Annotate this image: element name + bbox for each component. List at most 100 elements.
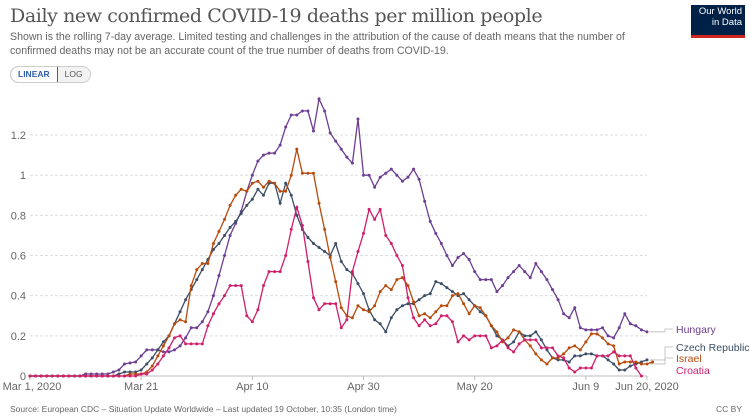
- label-connector: [650, 346, 673, 361]
- data-point: [328, 131, 332, 135]
- data-point: [584, 366, 588, 370]
- data-point: [495, 330, 499, 334]
- data-point: [539, 346, 543, 350]
- data-point: [334, 302, 338, 306]
- data-point: [350, 316, 354, 320]
- data-point: [500, 338, 504, 342]
- data-point: [634, 366, 638, 370]
- data-point: [412, 316, 416, 320]
- data-point: [128, 374, 132, 378]
- data-point: [89, 374, 93, 378]
- data-point: [467, 298, 471, 302]
- data-point: [384, 171, 388, 175]
- data-point: [245, 203, 249, 207]
- source-note: Source: European CDC – Situation Update …: [10, 404, 397, 414]
- data-point: [428, 324, 432, 328]
- data-point: [184, 342, 188, 346]
- data-point: [495, 290, 499, 294]
- data-point: [289, 173, 293, 177]
- data-point: [289, 193, 293, 197]
- data-point: [484, 278, 488, 282]
- data-point: [584, 340, 588, 344]
- data-point: [506, 336, 510, 340]
- y-tick-label: 0.6: [11, 251, 26, 263]
- data-point: [528, 344, 532, 348]
- x-tick-label: Mar 21: [124, 381, 158, 393]
- data-point: [612, 336, 616, 340]
- data-point: [217, 241, 221, 245]
- data-point: [334, 139, 338, 143]
- data-point: [512, 328, 516, 332]
- data-point: [439, 314, 443, 318]
- data-point: [478, 310, 482, 314]
- data-point: [512, 350, 516, 354]
- data-point: [467, 338, 471, 342]
- data-point: [362, 292, 366, 296]
- data-point: [589, 366, 593, 370]
- data-point: [178, 344, 182, 348]
- data-point: [484, 314, 488, 318]
- data-point: [634, 360, 638, 364]
- x-tick-label: Jun 20, 2020: [615, 381, 679, 393]
- data-point: [223, 233, 227, 237]
- data-point: [378, 207, 382, 211]
- data-point: [195, 326, 199, 330]
- data-point: [134, 360, 138, 364]
- data-point: [328, 256, 332, 260]
- data-point: [311, 296, 315, 300]
- data-point: [72, 374, 76, 378]
- owid-logo[interactable]: Our World in Data: [691, 5, 745, 38]
- series-label: Israel: [676, 353, 702, 365]
- data-point: [122, 374, 126, 378]
- series-label: Croatia: [676, 365, 710, 377]
- data-point: [350, 270, 354, 274]
- data-point: [323, 250, 327, 254]
- log-scale-button[interactable]: LOG: [57, 67, 90, 82]
- data-point: [612, 344, 616, 348]
- data-point: [211, 312, 215, 316]
- data-point: [489, 278, 493, 282]
- data-point: [445, 304, 449, 308]
- data-point: [306, 109, 310, 113]
- data-point: [606, 358, 610, 362]
- data-point: [562, 312, 566, 316]
- data-point: [567, 346, 571, 350]
- data-point: [489, 346, 493, 350]
- y-tick-label: 1: [20, 170, 26, 182]
- data-point: [373, 185, 377, 189]
- data-point: [200, 342, 204, 346]
- x-tick-label: Apr 10: [236, 381, 268, 393]
- data-point: [584, 328, 588, 332]
- data-point: [223, 254, 227, 258]
- data-point: [551, 288, 555, 292]
- data-point: [95, 374, 99, 378]
- data-point: [339, 147, 343, 151]
- data-point: [278, 189, 282, 193]
- data-point: [300, 109, 304, 113]
- linear-scale-button[interactable]: LINEAR: [10, 67, 58, 82]
- data-point: [295, 213, 299, 217]
- data-point: [356, 117, 360, 121]
- data-point: [400, 276, 404, 280]
- data-point: [150, 368, 154, 372]
- data-point: [551, 356, 555, 360]
- data-point: [234, 193, 238, 197]
- data-point: [156, 362, 160, 366]
- data-point: [367, 173, 371, 177]
- data-point: [278, 270, 282, 274]
- license-link[interactable]: CC BY: [716, 404, 742, 414]
- data-point: [612, 362, 616, 366]
- data-point: [400, 179, 404, 183]
- data-point: [173, 336, 177, 340]
- data-point: [595, 332, 599, 336]
- data-point: [250, 197, 254, 201]
- data-point: [473, 334, 477, 338]
- scale-toggle: LINEAR LOG: [10, 66, 91, 83]
- data-point: [195, 342, 199, 346]
- data-point: [495, 334, 499, 338]
- data-point: [334, 280, 338, 284]
- data-point: [434, 322, 438, 326]
- data-point: [517, 330, 521, 334]
- data-point: [167, 346, 171, 350]
- data-point: [239, 284, 243, 288]
